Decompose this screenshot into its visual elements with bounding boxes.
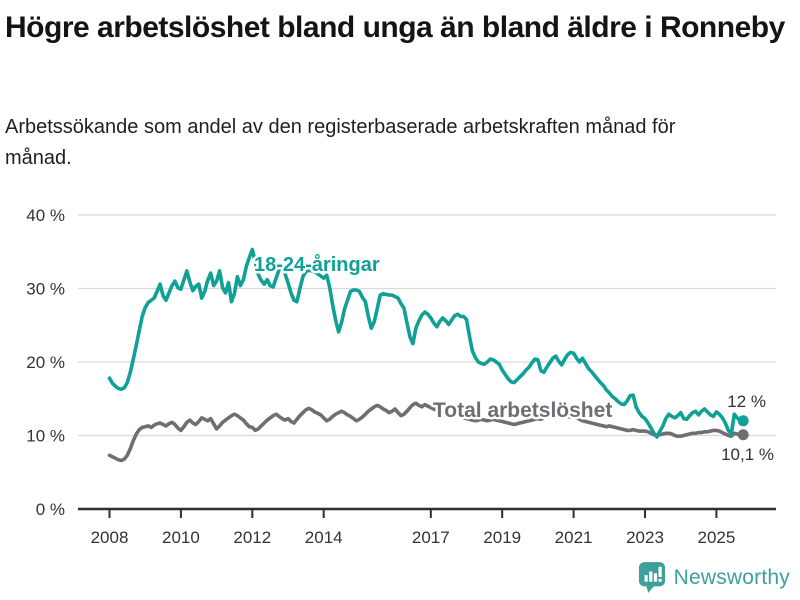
x-axis-tick-label: 2019 xyxy=(483,528,521,547)
newsworthy-logo-icon xyxy=(638,562,665,593)
chart-title: Högre arbetslöshet bland unga än bland ä… xyxy=(5,11,785,44)
y-axis-tick-label: 30 % xyxy=(26,280,65,299)
series-label-total: Total arbetslöshet xyxy=(433,399,612,422)
series-line-total xyxy=(107,401,746,463)
y-axis-tick-label: 20 % xyxy=(26,353,65,372)
brand-name: Newsworthy xyxy=(673,565,790,589)
series-line-youth xyxy=(107,247,746,439)
x-axis-tick-label: 2023 xyxy=(626,528,664,547)
series-end-dot-total xyxy=(737,429,749,441)
x-axis-tick-label: 2010 xyxy=(162,528,200,547)
x-axis-tick-label: 2012 xyxy=(233,528,271,547)
x-axis-tick-label: 2021 xyxy=(555,528,593,547)
x-axis-tick-label: 2008 xyxy=(91,528,129,547)
y-axis-tick-label: 10 % xyxy=(26,427,65,446)
x-axis-tick-label: 2017 xyxy=(412,528,450,547)
end-value-label-youth: 12 % xyxy=(727,392,766,411)
chart-subtitle: Arbetssökande som andel av den registerb… xyxy=(5,116,676,169)
y-axis-tick-label: 40 % xyxy=(26,206,65,225)
x-axis-tick-label: 2014 xyxy=(305,528,343,547)
end-value-label-total: 10,1 % xyxy=(721,445,774,464)
series-end-dot-youth xyxy=(737,415,749,427)
x-axis-tick-label: 2025 xyxy=(697,528,735,547)
y-axis-tick-label: 0 % xyxy=(36,500,65,519)
series-label-youth: 18-24-åringar xyxy=(254,253,380,276)
brand-footer: Newsworthy xyxy=(638,561,790,594)
